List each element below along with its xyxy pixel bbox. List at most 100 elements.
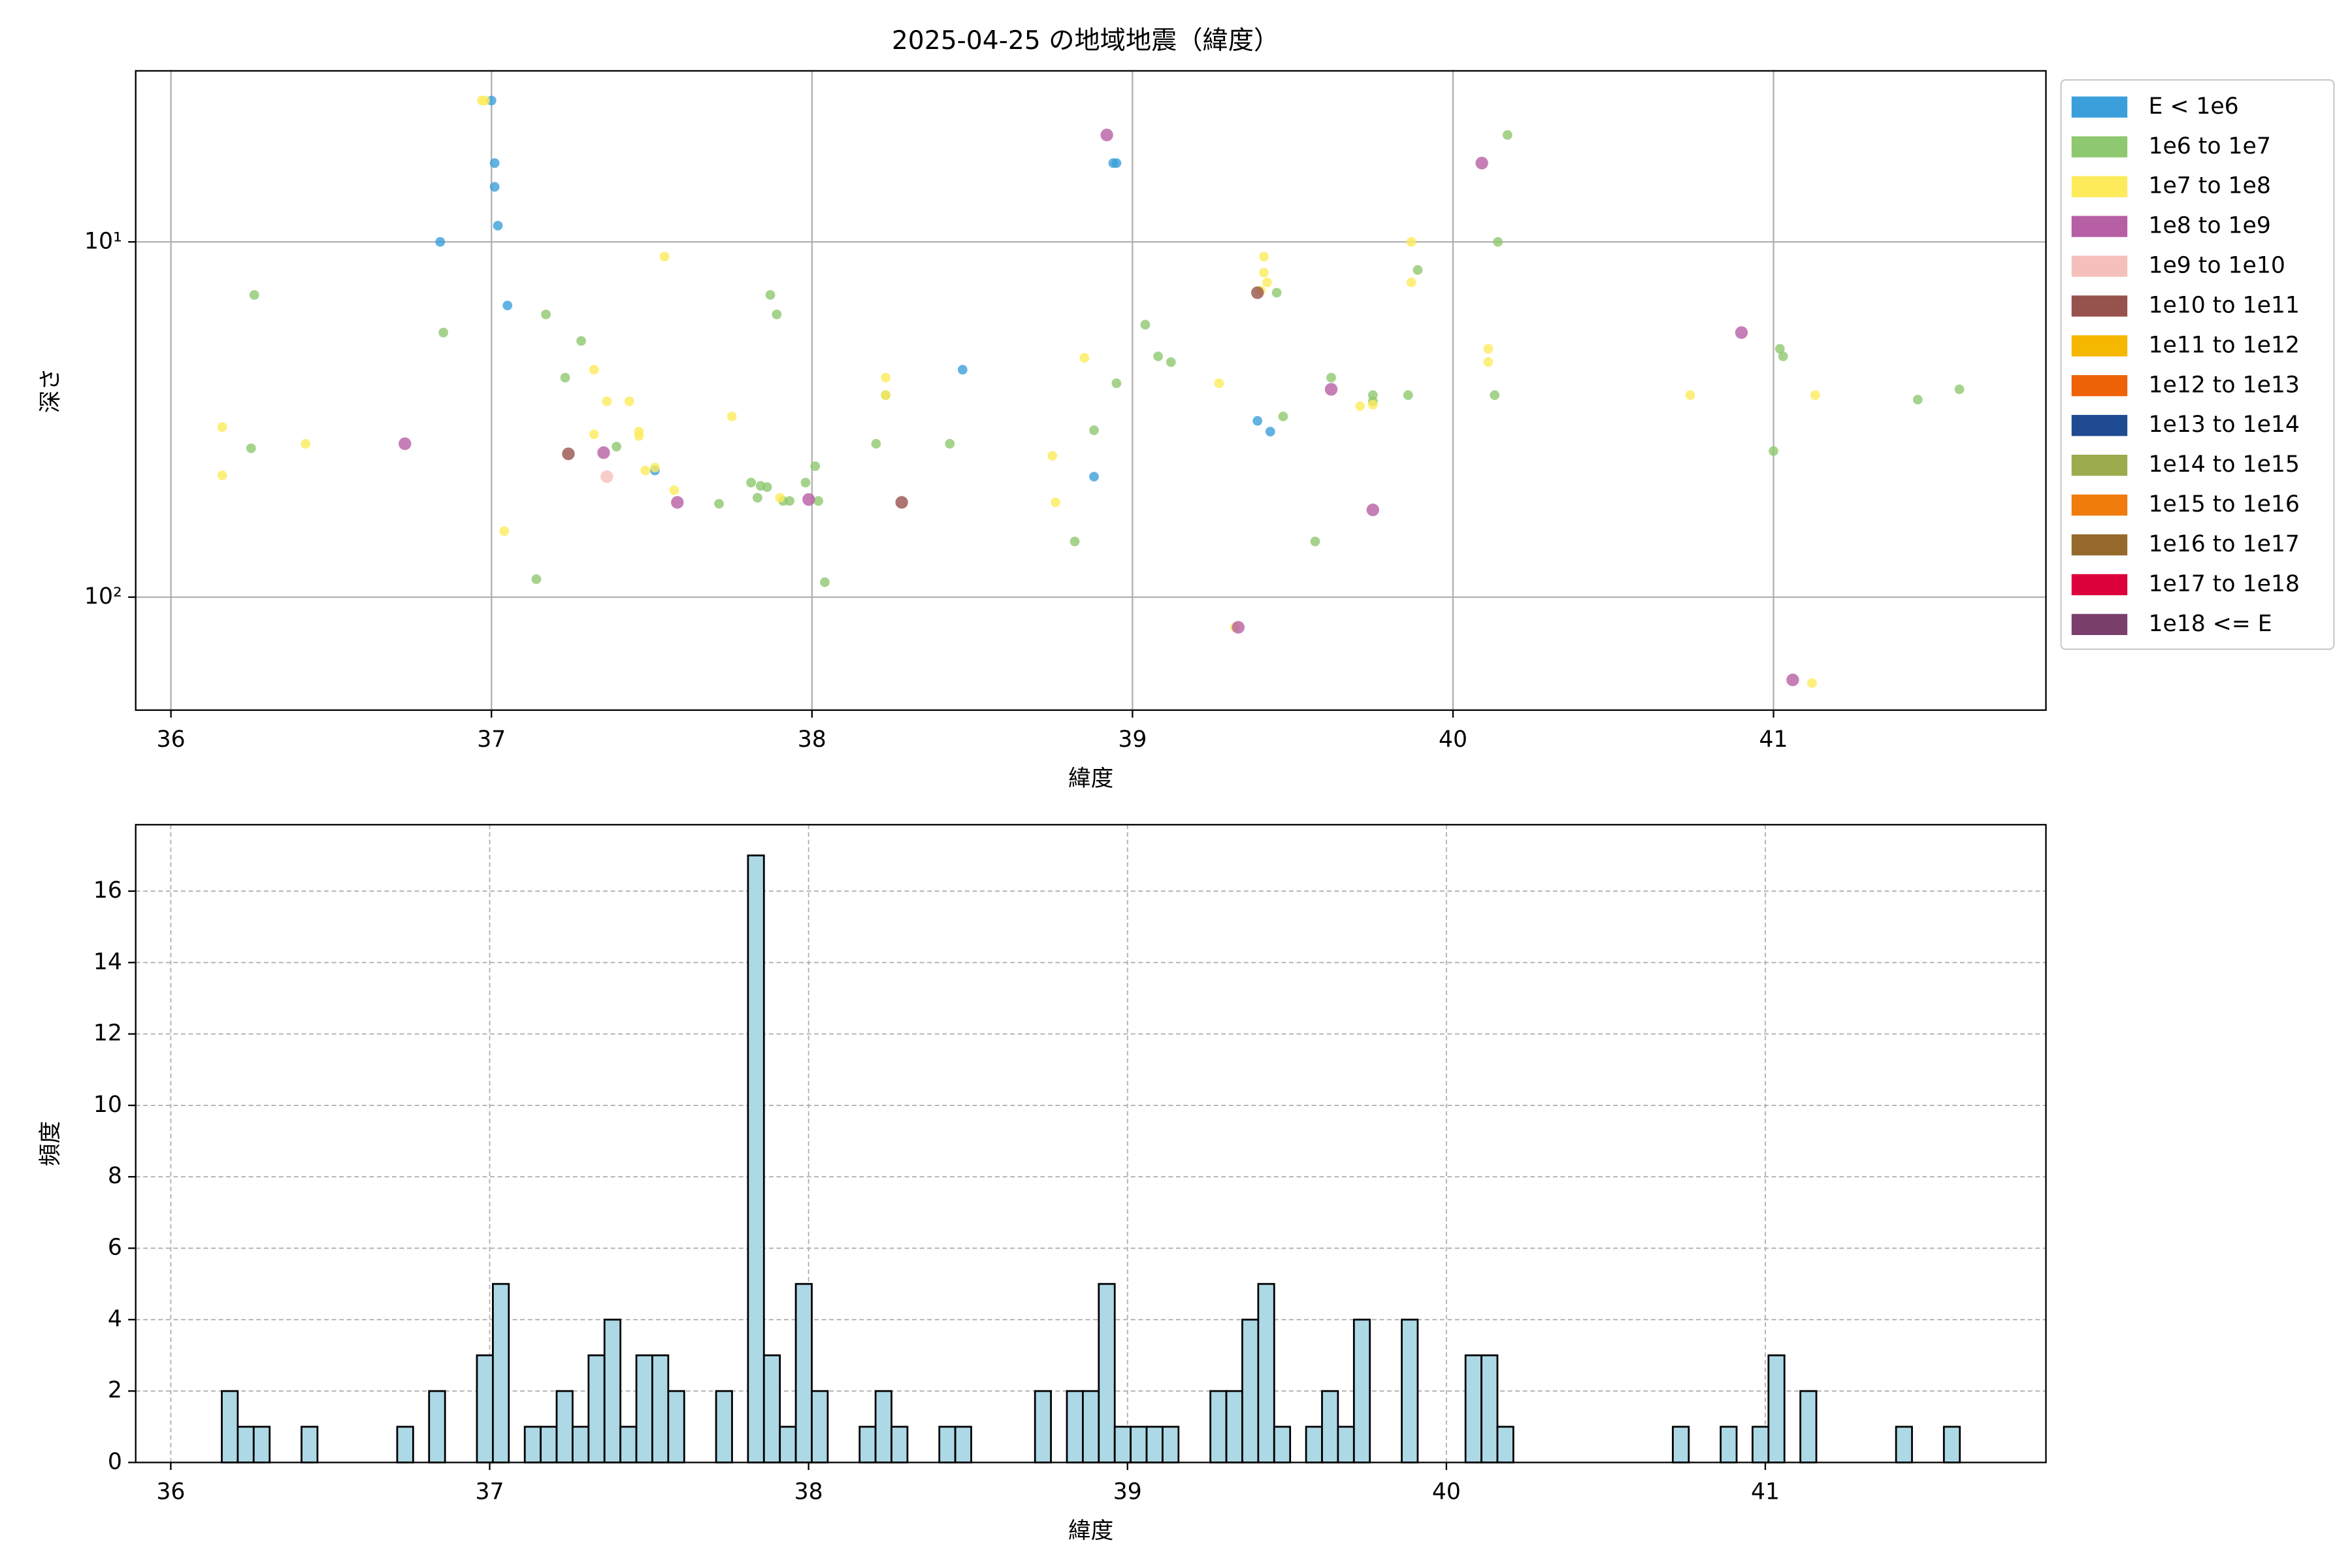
data-point bbox=[1089, 472, 1099, 482]
histogram-bar bbox=[715, 1390, 733, 1463]
histogram-bar bbox=[603, 1318, 622, 1463]
data-point bbox=[589, 365, 599, 375]
histogram-bar bbox=[890, 1426, 909, 1463]
data-point bbox=[650, 463, 660, 473]
data-point bbox=[1735, 326, 1748, 339]
data-point bbox=[1079, 353, 1090, 363]
data-point bbox=[1111, 158, 1122, 169]
data-point bbox=[246, 443, 256, 453]
y-tick-label: 14 bbox=[93, 949, 122, 975]
data-point bbox=[895, 496, 908, 509]
data-point bbox=[560, 372, 570, 383]
data-point bbox=[1366, 503, 1380, 517]
data-point bbox=[1413, 265, 1423, 275]
histogram-bar bbox=[858, 1426, 877, 1463]
histogram-bar bbox=[1241, 1318, 1260, 1463]
histogram-bar bbox=[1480, 1354, 1499, 1463]
x-tick-label: 40 bbox=[1439, 727, 1467, 753]
data-point bbox=[765, 290, 776, 300]
data-point bbox=[1912, 395, 1923, 405]
data-point bbox=[785, 496, 794, 506]
data-point bbox=[480, 95, 490, 106]
legend-label: E < 1e6 bbox=[2148, 93, 2238, 120]
data-point bbox=[1810, 390, 1820, 400]
data-point bbox=[1100, 128, 1113, 142]
histogram-bar bbox=[252, 1426, 271, 1463]
legend-label: 1e13 to 1e14 bbox=[2148, 412, 2299, 438]
data-point bbox=[602, 396, 612, 406]
legend-label: 1e8 to 1e9 bbox=[2148, 213, 2270, 239]
data-point bbox=[1251, 286, 1264, 299]
legend-swatch bbox=[2071, 415, 2128, 436]
histogram-bar bbox=[1942, 1426, 1961, 1463]
data-point bbox=[1259, 267, 1269, 278]
data-point bbox=[1685, 390, 1695, 400]
legend-label: 1e6 to 1e7 bbox=[2148, 133, 2270, 159]
data-point bbox=[813, 496, 824, 506]
x-tick-label: 36 bbox=[157, 727, 186, 753]
histogram-bar bbox=[1162, 1426, 1180, 1463]
histogram-bar bbox=[1752, 1426, 1770, 1463]
histogram-bar bbox=[1082, 1390, 1100, 1463]
data-point bbox=[1140, 319, 1151, 330]
data-point bbox=[489, 182, 500, 192]
histogram-bar bbox=[635, 1354, 653, 1463]
data-point bbox=[493, 220, 503, 231]
data-point bbox=[1051, 497, 1061, 508]
histogram-bar bbox=[523, 1426, 542, 1463]
y-axis-label: 頻度 bbox=[37, 1121, 63, 1166]
data-point bbox=[1214, 378, 1224, 389]
histogram-bar bbox=[1130, 1426, 1148, 1463]
histogram-bar bbox=[874, 1390, 892, 1463]
histogram-bar bbox=[1098, 1282, 1116, 1463]
data-point bbox=[1483, 344, 1494, 354]
histogram-bar bbox=[476, 1354, 494, 1463]
x-tick-label: 37 bbox=[475, 1479, 504, 1505]
histogram-bar bbox=[1113, 1426, 1132, 1463]
legend-swatch bbox=[2071, 295, 2128, 317]
histogram-bar bbox=[1066, 1390, 1084, 1463]
data-point bbox=[600, 470, 613, 483]
histogram-bar bbox=[1799, 1390, 1818, 1463]
histogram-bar bbox=[587, 1354, 606, 1463]
legend-label: 1e9 to 1e10 bbox=[2148, 253, 2285, 279]
y-tick-label: 4 bbox=[108, 1306, 122, 1332]
histogram-bar bbox=[396, 1426, 414, 1463]
data-point bbox=[945, 438, 955, 449]
data-point bbox=[1271, 287, 1282, 298]
data-point bbox=[217, 422, 227, 432]
data-point bbox=[800, 478, 811, 488]
data-point bbox=[659, 252, 670, 262]
data-point bbox=[775, 493, 785, 503]
data-point bbox=[1778, 351, 1788, 361]
histogram-bar bbox=[1305, 1426, 1323, 1463]
x-tick-label: 39 bbox=[1118, 727, 1147, 753]
y-tick-label: 16 bbox=[93, 877, 122, 904]
x-tick-label: 37 bbox=[477, 727, 506, 753]
histogram-bar bbox=[651, 1354, 670, 1463]
data-point bbox=[1769, 446, 1778, 456]
data-point bbox=[871, 438, 881, 449]
chart-title: 2025-04-25 の地域地震（緯度） bbox=[892, 26, 1279, 56]
data-point bbox=[881, 372, 891, 383]
histogram-bar bbox=[1464, 1354, 1482, 1463]
data-point bbox=[624, 396, 634, 406]
plot-frame bbox=[135, 824, 2047, 1463]
histogram-bar bbox=[555, 1390, 574, 1463]
data-point bbox=[1406, 237, 1416, 247]
histogram-bar bbox=[1672, 1426, 1690, 1463]
data-point bbox=[1111, 378, 1122, 389]
x-tick-label: 36 bbox=[156, 1479, 185, 1505]
data-point bbox=[435, 237, 446, 247]
data-point bbox=[762, 482, 772, 492]
histogram-bar bbox=[1257, 1282, 1275, 1463]
legend-label: 1e12 to 1e13 bbox=[2148, 372, 2299, 398]
histogram-bar bbox=[747, 854, 765, 1463]
x-tick-label: 38 bbox=[794, 1479, 823, 1505]
data-point bbox=[1493, 237, 1503, 247]
histogram-bar bbox=[1321, 1390, 1339, 1463]
data-point bbox=[1475, 156, 1488, 170]
histogram-bar bbox=[1225, 1390, 1243, 1463]
histogram-bar bbox=[1895, 1426, 1913, 1463]
